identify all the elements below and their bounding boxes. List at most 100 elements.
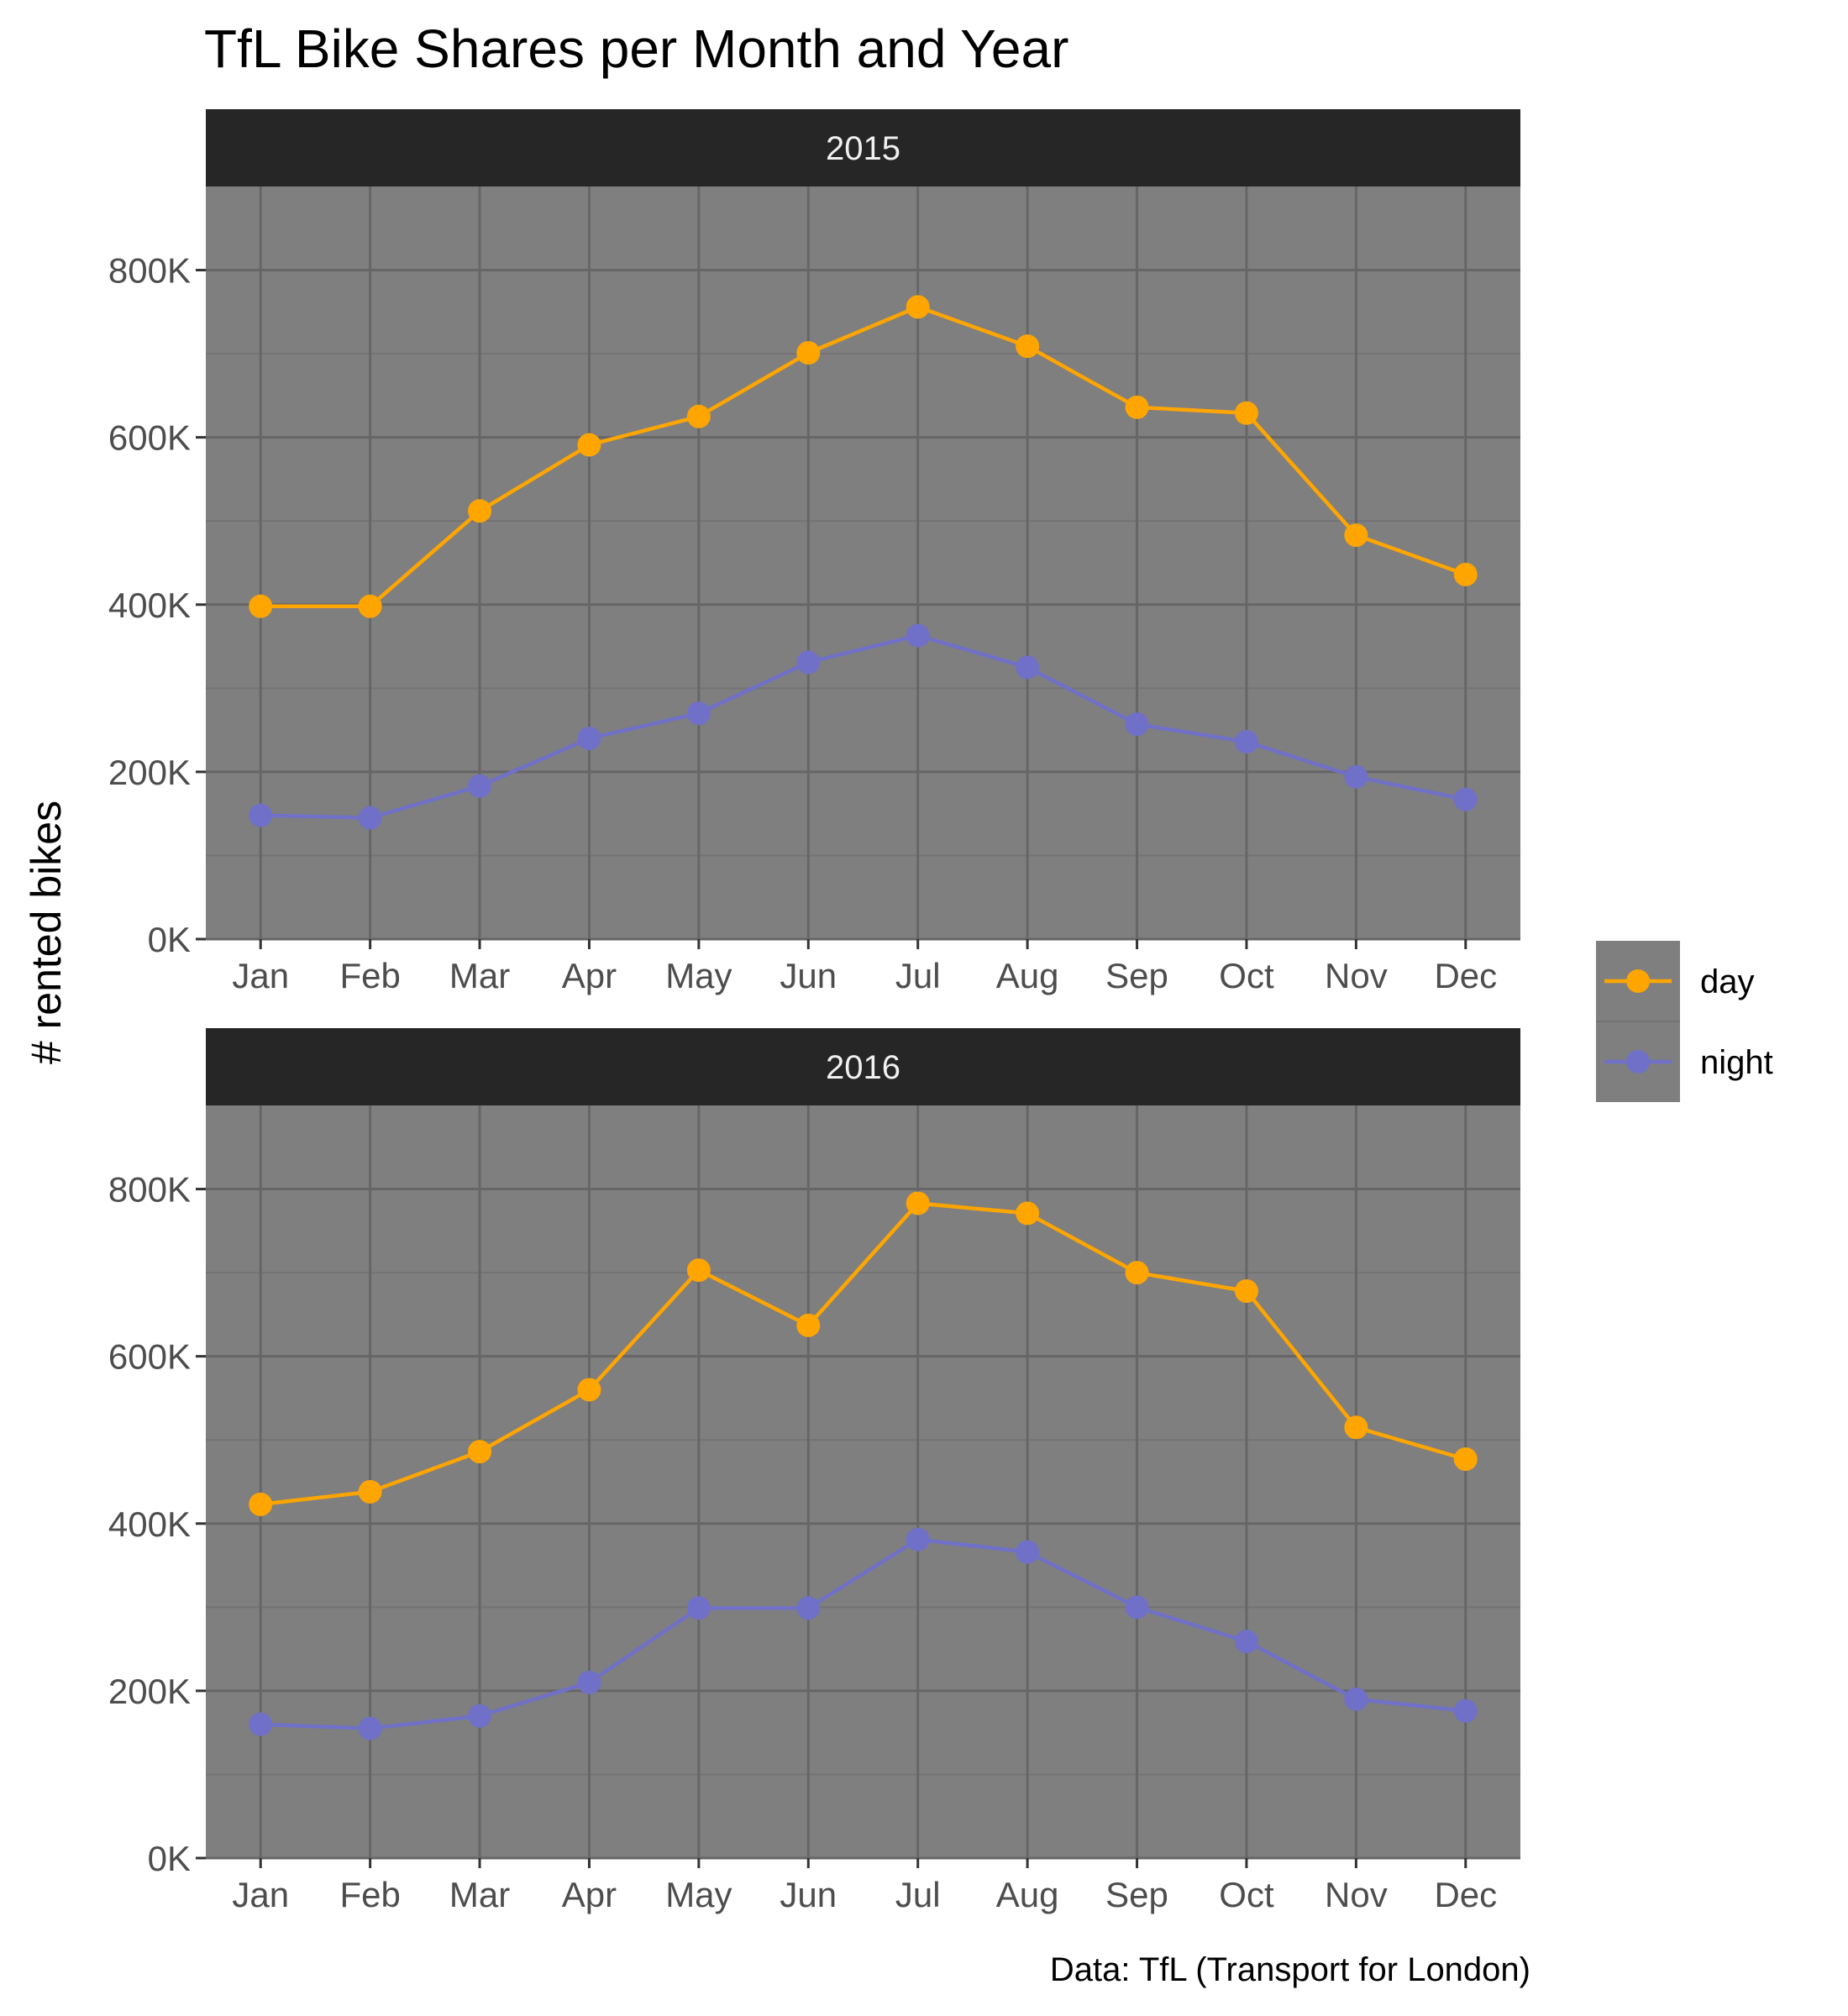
data-point-day <box>249 594 273 618</box>
panel-background <box>206 1105 1520 1858</box>
data-point-day <box>468 1440 492 1464</box>
x-tick-label: Sep <box>1105 1875 1168 1914</box>
data-point-night <box>1234 1630 1258 1654</box>
data-point-day <box>577 433 601 457</box>
x-tick-label: Mar <box>449 956 510 995</box>
data-point-day <box>249 1492 273 1516</box>
x-tick-label: Jul <box>895 1875 941 1914</box>
data-point-night <box>249 1712 273 1736</box>
data-point-day <box>1453 1447 1478 1472</box>
data-point-night <box>577 1670 601 1694</box>
data-point-night <box>1453 1698 1478 1723</box>
data-point-day <box>686 1258 711 1283</box>
series-day <box>249 1191 1478 1516</box>
data-point-day <box>1453 562 1478 586</box>
chart-title: TfL Bike Shares per Month and Year <box>204 18 1068 79</box>
data-point-day <box>468 499 492 523</box>
y-tick-label: 800K <box>108 1170 191 1210</box>
series-line-day <box>260 305 1467 609</box>
x-tick-label: May <box>665 1875 732 1914</box>
data-point-day <box>796 1313 821 1337</box>
legend-label-day: day <box>1700 963 1755 1000</box>
chart-caption: Data: TfL (Transport for London) <box>1050 1951 1530 1988</box>
data-point-night <box>686 1596 711 1620</box>
legend-label-night: night <box>1700 1044 1773 1081</box>
data-point-day <box>686 404 711 428</box>
data-point-night <box>468 774 492 798</box>
data-point-night <box>796 1596 821 1620</box>
data-point-night <box>906 1527 930 1551</box>
data-point-day <box>1234 401 1258 425</box>
data-point-night <box>358 1716 382 1740</box>
data-point-day <box>906 295 930 319</box>
legend-key-point-day <box>1626 969 1650 993</box>
data-point-night <box>1344 764 1368 789</box>
y-tick-label: 400K <box>108 1504 191 1544</box>
data-point-day <box>1344 523 1368 548</box>
data-point-day <box>358 1479 382 1504</box>
y-tick-label: 800K <box>108 251 191 291</box>
series-day <box>249 295 1478 618</box>
data-point-day <box>1125 395 1149 419</box>
x-tick-label: Mar <box>449 1875 510 1914</box>
data-point-day <box>1234 1279 1258 1304</box>
facet-strip <box>206 109 1520 186</box>
x-tick-label: Sep <box>1105 956 1168 995</box>
series-night <box>249 623 1478 830</box>
x-tick-label: Jan <box>232 956 289 995</box>
data-point-day <box>1016 334 1040 359</box>
facet-panels: 2015 0K 200K 400K 600K 800K Jan Feb Mar Apr May Jun… <box>108 109 1520 1914</box>
data-point-night <box>577 727 601 751</box>
facet-strip-label: 2016 <box>826 1049 900 1086</box>
y-tick-label: 200K <box>108 1672 191 1711</box>
legend-key-point-night <box>1626 1050 1650 1074</box>
data-point-night <box>1125 712 1149 737</box>
panel-2015: 2015 0K 200K 400K 600K 800K Jan Feb Mar Apr May Jun… <box>108 109 1520 995</box>
series-line-night <box>260 633 1467 820</box>
x-tick-label: Dec <box>1434 1875 1497 1914</box>
x-tick-label: Jan <box>232 1875 289 1914</box>
series-night <box>249 1527 1478 1740</box>
y-tick-label: 0K <box>148 1839 191 1878</box>
facet-strip-label: 2015 <box>826 130 900 167</box>
data-point-day <box>906 1191 930 1215</box>
legend: day night <box>1596 941 1773 1102</box>
x-tick-label: Aug <box>996 956 1059 995</box>
x-tick-label: Apr <box>562 1875 617 1914</box>
data-point-day <box>577 1378 601 1402</box>
data-point-day <box>1016 1201 1040 1226</box>
data-point-night <box>1344 1687 1368 1711</box>
data-point-night <box>249 803 273 827</box>
x-tick-label: Feb <box>339 1875 400 1914</box>
x-tick-label: Oct <box>1219 1875 1274 1914</box>
data-point-night <box>1016 655 1040 680</box>
y-tick-label: 600K <box>108 1337 191 1377</box>
data-point-night <box>906 623 930 648</box>
data-point-night <box>686 701 711 726</box>
x-tick-label: Apr <box>562 956 617 995</box>
x-tick-label: Nov <box>1325 956 1388 995</box>
x-tick-label: Jun <box>780 1875 837 1914</box>
series-line-day <box>260 1201 1467 1507</box>
y-tick-label: 200K <box>108 753 191 792</box>
panel-2016: 2016 0K 200K 400K 600K 800K Jan Feb Mar Apr May Jun… <box>108 1028 1520 1914</box>
x-tick-label: Feb <box>339 956 400 995</box>
data-point-day <box>796 341 821 365</box>
data-point-day <box>1344 1415 1368 1440</box>
data-point-day <box>358 594 382 618</box>
y-axis-label: # rented bikes <box>23 801 70 1064</box>
x-tick-label: Jun <box>780 956 837 995</box>
x-tick-label: Aug <box>996 1875 1059 1914</box>
facet-strip <box>206 1028 1520 1105</box>
x-tick-label: Jul <box>895 956 941 995</box>
data-point-night <box>358 806 382 830</box>
x-tick-label: Dec <box>1434 956 1497 995</box>
y-tick-label: 0K <box>148 920 191 959</box>
x-tick-label: Nov <box>1325 1875 1388 1914</box>
data-point-night <box>1234 730 1258 754</box>
data-point-night <box>1453 787 1478 811</box>
data-point-night <box>468 1704 492 1728</box>
data-point-night <box>1125 1595 1149 1620</box>
x-tick-label: Oct <box>1219 956 1274 995</box>
